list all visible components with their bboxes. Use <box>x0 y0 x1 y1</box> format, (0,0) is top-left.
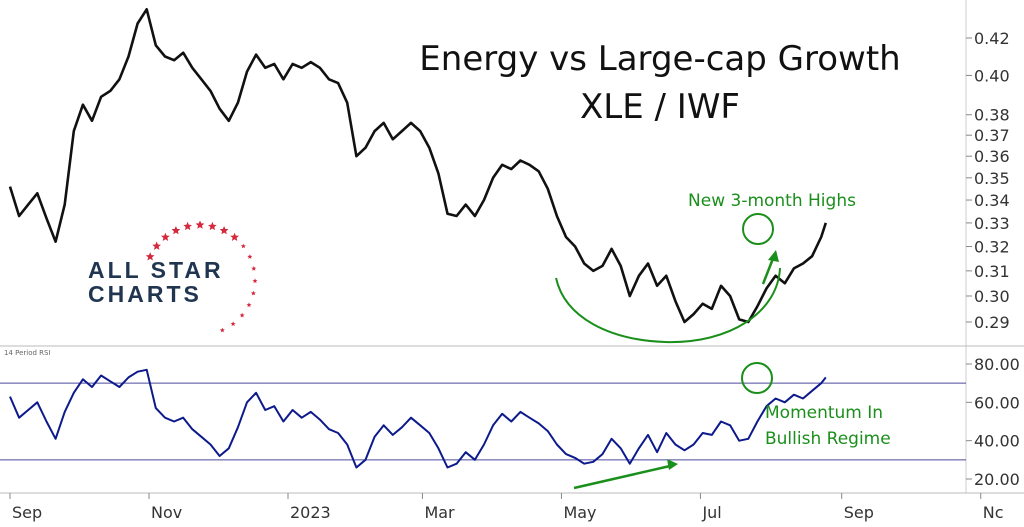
price-y-tick-label: 0.36 <box>974 147 1010 166</box>
logo-star-icon <box>183 221 192 231</box>
price-up-arrow-head <box>768 250 779 262</box>
price-highlight-circle <box>742 213 774 245</box>
momentum-annotation-line-1: Momentum In <box>765 403 883 423</box>
x-tick-label: Mar <box>424 503 455 522</box>
logo-star-icon <box>161 232 170 241</box>
logo-star-icon <box>246 302 252 308</box>
logo-star-icon <box>219 226 229 235</box>
new-highs-annotation: New 3-month Highs <box>688 191 856 211</box>
logo-star-icon <box>247 254 253 259</box>
rsi-y-tick-label: 20.00 <box>974 470 1020 489</box>
rsi-trend-arrow-head <box>667 459 678 470</box>
logo-line-1: ALL STAR <box>88 257 224 283</box>
all-star-charts-logo: ALL STAR CHARTS <box>88 220 258 333</box>
logo-star-icon <box>195 220 205 229</box>
price-y-tick-label: 0.31 <box>974 262 1010 281</box>
rsi-y-tick-label: 40.00 <box>974 432 1020 451</box>
x-tick-label: Sep <box>12 503 42 522</box>
price-y-tick-label: 0.32 <box>974 238 1010 257</box>
price-y-tick-label: 0.38 <box>974 106 1010 125</box>
annotations <box>555 213 781 490</box>
price-y-tick-label: 0.33 <box>974 214 1010 233</box>
rounding-bottom-arc <box>555 267 781 344</box>
x-tick-label: Jul <box>701 503 721 522</box>
x-tick-label: 2023 <box>290 503 331 522</box>
price-y-tick-label: 0.40 <box>974 66 1010 85</box>
logo-star-icon <box>252 278 258 284</box>
logo-star-icon <box>145 252 155 261</box>
logo-star-icon <box>230 232 239 241</box>
rsi-y-tick-label: 80.00 <box>974 355 1020 374</box>
logo-star-icon <box>208 221 217 231</box>
logo-star-icon <box>239 312 245 318</box>
logo-stars <box>145 220 258 333</box>
rsi-reference-lines <box>0 382 966 461</box>
rsi-highlight-circle <box>741 362 773 394</box>
momentum-annotation-line-2: Bullish Regime <box>765 429 891 449</box>
logo-line-2: CHARTS <box>88 281 202 307</box>
logo-star-icon <box>251 266 257 271</box>
x-tick-label: Nov <box>151 503 182 522</box>
price-y-tick-label: 0.34 <box>974 191 1010 210</box>
logo-star-icon <box>250 290 256 296</box>
x-axis-ticks: Sep Nov 2023 Mar May Jul Sep Nc <box>9 493 1004 522</box>
logo-star-icon <box>152 241 161 250</box>
logo-star-icon <box>171 226 181 235</box>
chart-subtitle: XLE / IWF <box>580 87 740 127</box>
logo-star-icon <box>240 243 246 249</box>
price-y-tick-label: 0.37 <box>974 126 1010 145</box>
price-y-tick-label: 0.30 <box>974 287 1010 306</box>
x-tick-label: Sep <box>844 503 874 522</box>
price-y-tick-label: 0.29 <box>974 313 1010 332</box>
logo-star-icon <box>219 327 225 333</box>
rsi-y-axis-ticks: 80.00 60.00 40.00 20.00 <box>966 355 1020 489</box>
rsi-y-tick-label: 60.00 <box>974 393 1020 412</box>
rsi-series-line <box>9 368 827 469</box>
logo-star-icon <box>230 321 236 326</box>
rsi-trend-arrow-shaft <box>573 464 671 490</box>
x-tick-label: May <box>563 503 596 522</box>
price-series-line <box>8 8 828 324</box>
price-y-tick-label: 0.42 <box>974 29 1010 48</box>
price-y-tick-label: 0.35 <box>974 169 1010 188</box>
chart-title: Energy vs Large-cap Growth <box>419 39 900 79</box>
rsi-panel-label: 14 Period RSI <box>4 349 51 357</box>
price-y-axis-ticks: 0.42 0.40 0.380.37 0.36 0.35 0.34 0.33 0.32 0.31… <box>966 29 1010 332</box>
x-tick-label: Nc <box>983 503 1004 522</box>
